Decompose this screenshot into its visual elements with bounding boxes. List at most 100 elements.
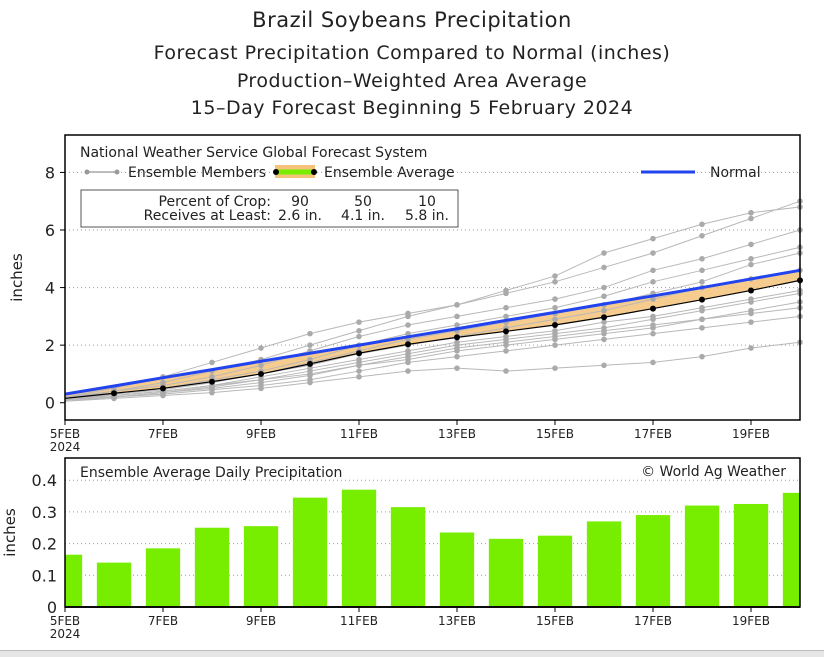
ensemble-member-point bbox=[748, 307, 754, 314]
ensemble-member-point bbox=[601, 325, 607, 331]
legend-average-dot bbox=[311, 169, 317, 175]
ensemble-member-point bbox=[356, 359, 362, 366]
ensemble-member-point bbox=[748, 215, 754, 222]
x-tick-label: 15FEB bbox=[536, 427, 574, 441]
daily-precip-bar bbox=[635, 515, 671, 607]
ensemble-member-point bbox=[454, 342, 460, 348]
y-tick-label: 6 bbox=[45, 221, 55, 240]
ensemble-member-line bbox=[64, 246, 801, 401]
ensemble-member-point bbox=[503, 368, 509, 374]
ensemble-average-point bbox=[209, 378, 215, 385]
ensemble-member-point bbox=[601, 330, 607, 337]
crop-table-amount: 5.8 in. bbox=[405, 208, 449, 224]
y-tick-label: 0.2 bbox=[32, 535, 57, 554]
x-tick-label: 17FEB bbox=[634, 427, 672, 441]
daily-precip-bar bbox=[586, 521, 622, 607]
ensemble-member-point bbox=[258, 385, 264, 392]
crop-table-row1-label: Percent of Crop: bbox=[159, 194, 271, 210]
ensemble-member-point bbox=[748, 241, 754, 248]
ensemble-member-point bbox=[552, 330, 558, 337]
ensemble-member-point bbox=[405, 350, 411, 357]
x-year-label: 2024 bbox=[50, 627, 81, 641]
ensemble-member-point bbox=[209, 389, 215, 396]
ensemble-member-point bbox=[650, 316, 656, 323]
ensemble-average-point bbox=[111, 390, 117, 397]
x-tick-label: 19FEB bbox=[732, 427, 770, 441]
chart-subtitle-2: Production–Weighted Area Average bbox=[236, 70, 588, 92]
ensemble-member-point bbox=[307, 330, 313, 337]
x-tick-label: 5FEB bbox=[50, 427, 80, 441]
ensemble-member-point bbox=[503, 348, 509, 354]
ensemble-member-point bbox=[650, 250, 656, 256]
ensemble-member-point bbox=[748, 345, 754, 351]
ensemble-average-line bbox=[64, 279, 801, 400]
x-tick-label: 5FEB bbox=[50, 614, 80, 628]
ensemble-member-point bbox=[552, 316, 558, 323]
ensemble-member-point bbox=[748, 299, 754, 305]
crop-table-amount: 2.6 in. bbox=[278, 208, 322, 224]
ensemble-member-point bbox=[601, 250, 607, 256]
x-tick-label: 9FEB bbox=[246, 614, 276, 628]
ensemble-member-point bbox=[601, 307, 607, 314]
ensemble-member-point bbox=[601, 336, 607, 343]
daily-precip-bar bbox=[390, 507, 426, 607]
ensemble-member-line bbox=[64, 200, 801, 398]
daily-precip-bar bbox=[145, 548, 181, 607]
ensemble-average-point bbox=[405, 341, 411, 348]
crop-table-box bbox=[80, 189, 459, 228]
ensemble-member-point bbox=[748, 261, 754, 268]
ensemble-member-point bbox=[258, 345, 264, 351]
daily-precip-bar bbox=[292, 497, 328, 607]
ensemble-member-point bbox=[552, 273, 558, 279]
normal-line bbox=[64, 268, 801, 396]
ensemble-member-point bbox=[552, 304, 558, 311]
ensemble-member-point bbox=[601, 362, 607, 369]
chart-subtitle-1: Forecast Precipitation Compared to Norma… bbox=[153, 42, 671, 64]
ensemble-member-point bbox=[209, 359, 215, 366]
ensemble-member-point bbox=[307, 342, 313, 348]
ensemble-average-point bbox=[699, 296, 705, 303]
ensemble-member-point bbox=[552, 342, 558, 348]
ensemble-member-point bbox=[650, 296, 656, 302]
daily-precip-bar bbox=[439, 532, 475, 607]
ensemble-member-point bbox=[454, 353, 460, 360]
x-tick-label: 13FEB bbox=[438, 427, 476, 441]
ensemble-member-point bbox=[601, 284, 607, 291]
ensemble-member-point bbox=[405, 368, 411, 374]
ensemble-average-point bbox=[650, 305, 656, 312]
bottom-chart-title: Ensemble Average Daily Precipitation bbox=[80, 465, 342, 481]
ensemble-member-point bbox=[650, 279, 656, 285]
ensemble-average-point bbox=[307, 360, 313, 367]
ensemble-member-point bbox=[748, 319, 754, 325]
ensemble-member-line bbox=[64, 301, 801, 401]
daily-precip-bar bbox=[782, 492, 800, 607]
legend-average-label: Ensemble Average bbox=[324, 165, 455, 181]
y-tick-label: 4 bbox=[45, 279, 55, 298]
top-plot-frame bbox=[64, 134, 801, 421]
ensemble-member-point bbox=[552, 336, 558, 343]
daily-precip-bar bbox=[733, 503, 769, 607]
ensemble-member-point bbox=[356, 319, 362, 325]
chart-title: Brazil Soybeans Precipitation bbox=[252, 8, 572, 32]
crop-table-amount: 4.1 in. bbox=[341, 208, 385, 224]
ensemble-member-point bbox=[748, 209, 754, 216]
ensemble-average-point bbox=[356, 350, 362, 357]
ensemble-member-point bbox=[454, 322, 460, 328]
ensemble-member-point bbox=[454, 313, 460, 320]
ensemble-member-line bbox=[64, 229, 801, 399]
legend-source-label: National Weather Service Global Forecast… bbox=[80, 145, 427, 161]
ensemble-average-point bbox=[601, 314, 607, 321]
daily-precip-bar bbox=[537, 535, 573, 607]
legend-members-label: Ensemble Members bbox=[128, 165, 266, 181]
daily-precip-bar bbox=[684, 505, 720, 607]
ensemble-member-point bbox=[356, 333, 362, 340]
ensemble-member-point bbox=[699, 221, 705, 228]
ensemble-member-point bbox=[503, 313, 509, 320]
y-tick-label: 0 bbox=[47, 598, 57, 617]
ensemble-member-point bbox=[405, 310, 411, 317]
ensemble-member-series bbox=[64, 204, 803, 398]
ensemble-member-point bbox=[405, 322, 411, 328]
ensemble-member-point bbox=[748, 255, 754, 262]
ensemble-member-line bbox=[64, 206, 801, 398]
